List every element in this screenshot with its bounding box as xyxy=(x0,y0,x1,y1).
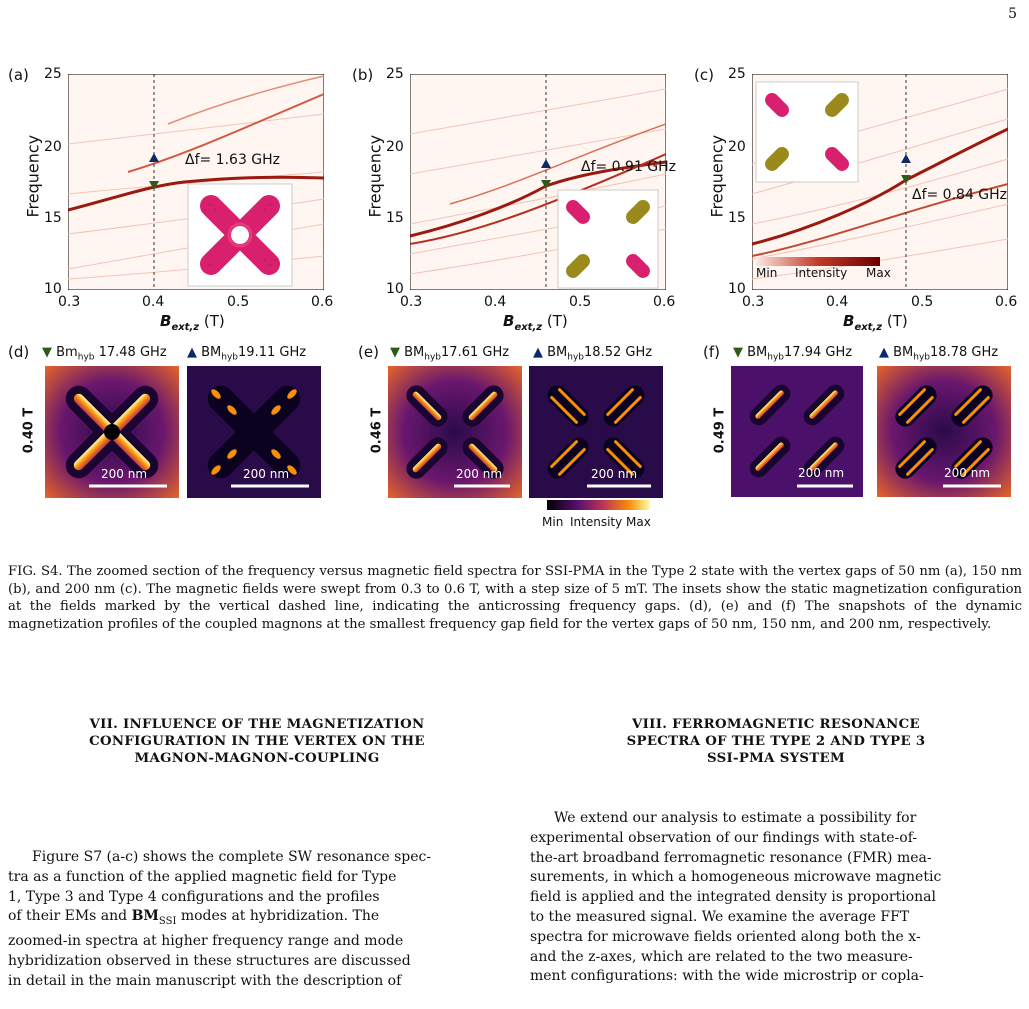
inset-magnetization-b xyxy=(557,189,659,289)
ytick-a-20: 20 xyxy=(44,139,62,155)
page-number: 5 xyxy=(1008,6,1017,22)
panel-label-e: (e) xyxy=(358,343,379,361)
profile-f-high xyxy=(877,366,1011,497)
panel-label-f: (f) xyxy=(703,343,720,361)
xtick-b-05: 0.5 xyxy=(569,294,592,310)
mode-title-f-low: ▼ BMhyb17.94 GHz xyxy=(733,345,853,363)
ytick-c-10: 10 xyxy=(728,281,746,297)
y-axis-label-a: Frequency xyxy=(23,134,43,218)
profile-e-high xyxy=(529,366,663,498)
xtick-a-04: 0.4 xyxy=(142,294,165,310)
ytick-c-15: 15 xyxy=(728,210,746,226)
xtick-c-04: 0.4 xyxy=(826,294,849,310)
colorbar-c-label: Intensity xyxy=(795,266,848,280)
field-label-e: 0.46 T xyxy=(369,407,385,454)
upper-mode-marker-icon xyxy=(901,154,911,163)
mode-title-e-high: ▲ BMhyb18.52 GHz xyxy=(533,345,653,363)
inset-magnetization-a xyxy=(187,183,293,287)
colorbar-bottom xyxy=(547,500,650,510)
ytick-a-15: 15 xyxy=(44,210,62,226)
upper-mode-marker-icon xyxy=(149,153,159,162)
ytick-b-25: 25 xyxy=(386,66,404,82)
spectrum-plot-b xyxy=(410,74,666,290)
scalebar-e-high: 200 nm xyxy=(591,467,638,481)
y-axis-label-b: Frequency xyxy=(365,134,385,218)
field-label-f: 0.49 T xyxy=(712,407,728,454)
upper-mode-marker-icon xyxy=(541,159,551,168)
profile-f-low xyxy=(731,366,863,497)
figure-caption: FIG. S4. The zoomed section of the frequ… xyxy=(8,564,1022,632)
inset-magnetization-c xyxy=(755,81,859,183)
lower-mode-marker-icon xyxy=(149,181,159,190)
spectrum-plot-c xyxy=(752,74,1008,290)
xtick-a-03: 0.3 xyxy=(58,294,81,310)
ytick-c-25: 25 xyxy=(728,66,746,82)
spectrum-plot-a xyxy=(68,74,324,290)
x-axis-label-b: Bext,z (T) xyxy=(503,312,568,333)
gap-annotation-b: Δf= 0.91 GHz xyxy=(581,159,677,175)
xtick-b-06: 0.6 xyxy=(653,294,676,310)
field-label-d: 0.40 T xyxy=(21,407,37,454)
lower-mode-marker-icon xyxy=(901,175,911,184)
panel-label-c: (c) xyxy=(694,66,714,84)
scalebar-d-high: 200 nm xyxy=(243,467,290,481)
mode-title-f-high: ▲ BMhyb18.78 GHz xyxy=(879,345,999,363)
ytick-a-10: 10 xyxy=(44,281,62,297)
xtick-b-03: 0.3 xyxy=(400,294,423,310)
ytick-b-10: 10 xyxy=(386,281,404,297)
panel-label-a: (a) xyxy=(8,66,29,84)
xtick-a-05: 0.5 xyxy=(227,294,250,310)
x-axis-label-c: Bext,z (T) xyxy=(843,312,908,333)
x-axis-label-a: Bext,z (T) xyxy=(160,312,225,333)
mode-title-d-low: ▼ Bmhyb 17.48 GHz xyxy=(42,345,167,363)
xtick-c-03: 0.3 xyxy=(742,294,765,310)
ytick-a-25: 25 xyxy=(44,66,62,82)
xtick-c-05: 0.5 xyxy=(911,294,934,310)
colorbar-c-min: Min xyxy=(756,266,778,280)
xtick-c-06: 0.6 xyxy=(995,294,1018,310)
section-7-body: Figure S7 (a-c) shows the complete SW re… xyxy=(8,849,432,989)
panel-label-d: (d) xyxy=(8,343,30,361)
section-7-heading: VII. INFLUENCE OF THE MAGNETIZATION CONF… xyxy=(89,717,425,766)
xtick-b-04: 0.4 xyxy=(484,294,507,310)
ytick-c-20: 20 xyxy=(728,139,746,155)
section-8-body: We extend our analysis to estimate a pos… xyxy=(530,810,942,985)
profile-e-low xyxy=(388,366,522,498)
y-axis-label-c: Frequency xyxy=(707,134,727,218)
gap-annotation-c: Δf= 0.84 GHz xyxy=(912,187,1008,203)
profile-d-low xyxy=(45,366,179,498)
xtick-a-06: 0.6 xyxy=(311,294,334,310)
scalebar-f-low: 200 nm xyxy=(798,466,845,480)
colorbar-bottom-max: Max xyxy=(626,515,651,529)
mode-title-d-high: ▲ BMhyb19.11 GHz xyxy=(187,345,307,363)
gap-annotation-a: Δf= 1.63 GHz xyxy=(185,152,281,168)
scalebar-e-low: 200 nm xyxy=(456,467,503,481)
mode-title-e-low: ▼ BMhyb17.61 GHz xyxy=(390,345,510,363)
colorbar-c-max: Max xyxy=(866,266,891,280)
colorbar-c xyxy=(756,257,880,266)
ytick-b-20: 20 xyxy=(386,139,404,155)
profile-d-high xyxy=(187,366,321,498)
colorbar-bottom-label: Intensity xyxy=(570,515,623,529)
scalebar-d-low: 200 nm xyxy=(101,467,148,481)
section-8-heading: VIII. FERROMAGNETIC RESONANCE SPECTRA OF… xyxy=(626,717,926,766)
scalebar-f-high: 200 nm xyxy=(944,466,991,480)
ytick-b-15: 15 xyxy=(386,210,404,226)
lower-mode-marker-icon xyxy=(541,180,551,189)
colorbar-bottom-min: Min xyxy=(542,515,564,529)
panel-label-b: (b) xyxy=(352,66,374,84)
